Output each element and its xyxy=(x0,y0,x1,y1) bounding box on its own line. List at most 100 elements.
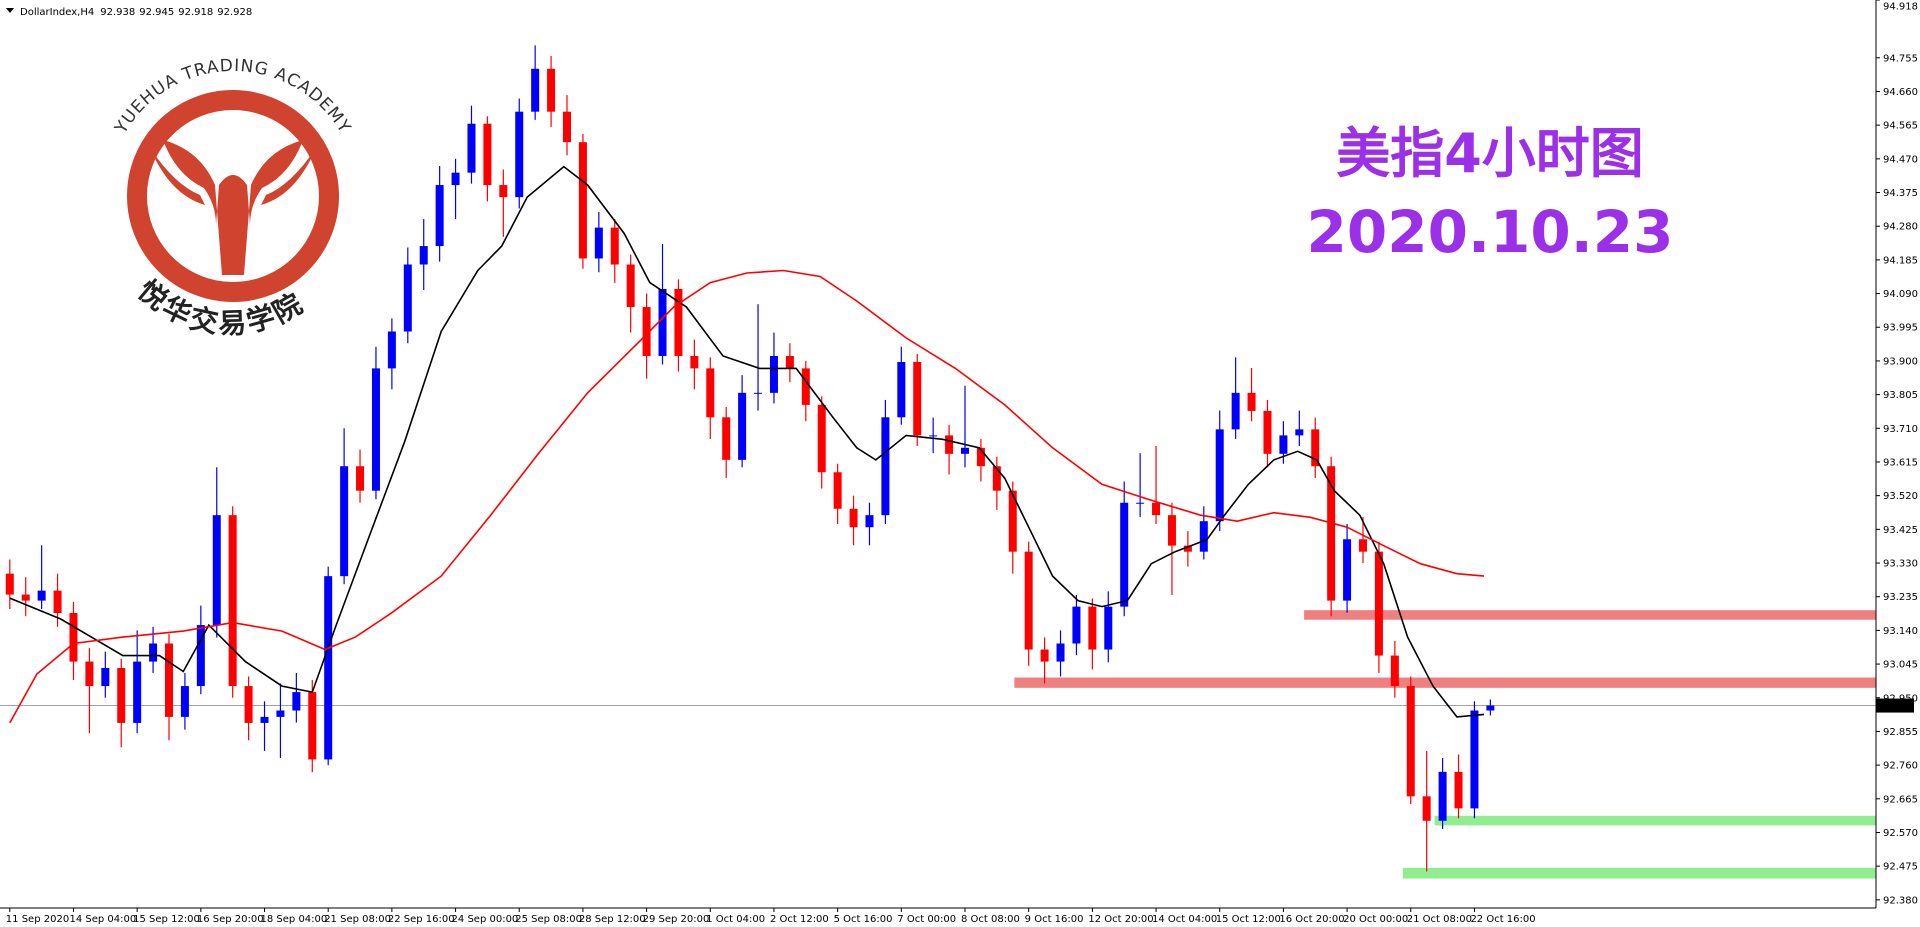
candle-body xyxy=(1486,705,1495,711)
candle-body xyxy=(865,515,874,528)
candle-body xyxy=(419,246,428,265)
candle-body xyxy=(913,361,922,436)
y-tick-label: 93.615 xyxy=(1883,457,1918,468)
candle-body xyxy=(1406,686,1415,797)
y-tick-label: 93.045 xyxy=(1883,660,1918,671)
zone xyxy=(1402,867,1876,879)
candle-body xyxy=(133,661,142,723)
x-tick-label: 25 Sep 08:00 xyxy=(515,914,582,925)
candle-body xyxy=(324,576,333,760)
candle-body xyxy=(690,355,699,369)
candle-body xyxy=(117,667,126,723)
candle-body xyxy=(547,68,556,112)
candle-body xyxy=(1247,392,1256,411)
candle-body xyxy=(37,590,46,601)
y-tick-label: 92.570 xyxy=(1883,828,1918,839)
y-tick-label: 93.900 xyxy=(1883,356,1918,367)
candle-body xyxy=(483,123,492,186)
x-tick-label: 22 Oct 16:00 xyxy=(1470,914,1535,925)
zone xyxy=(1434,815,1876,826)
y-tick-label: 92.475 xyxy=(1883,862,1918,873)
candle-body xyxy=(1167,515,1176,546)
candle-body xyxy=(371,368,380,491)
menu-arrow[interactable] xyxy=(6,8,14,13)
candle-body xyxy=(563,111,571,143)
y-tick-label: 93.330 xyxy=(1883,559,1918,570)
candle-body xyxy=(801,368,810,405)
candle-body xyxy=(515,111,524,198)
header: DollarIndex,H4 92.938 92.945 92.918 92.928 xyxy=(20,7,252,18)
header-value: 92.938 xyxy=(100,7,135,18)
moving-average xyxy=(9,165,1485,718)
candle-body xyxy=(21,594,30,601)
candle-body xyxy=(594,227,603,259)
x-tick-label: 11 Sep 2020 xyxy=(6,914,69,925)
candle-body xyxy=(276,710,285,717)
candle-body xyxy=(228,515,237,687)
candle-body xyxy=(69,613,78,662)
candle-body xyxy=(85,661,94,687)
candle-body xyxy=(769,355,778,393)
candle-body xyxy=(1120,502,1129,607)
x-tick-label: 2 Oct 12:00 xyxy=(770,914,829,925)
candle-body xyxy=(929,435,938,437)
candle-body xyxy=(165,643,173,717)
candle-body xyxy=(1040,649,1049,662)
y-tick-label: 94.280 xyxy=(1883,222,1918,233)
candle-body xyxy=(1056,643,1065,662)
candle-body xyxy=(499,185,508,198)
x-tick-label: 14 Oct 04:00 xyxy=(1152,914,1217,925)
candle-body xyxy=(1104,606,1113,650)
y-tick-label: 93.235 xyxy=(1883,592,1918,603)
header-value: 92.945 xyxy=(139,7,174,18)
y-tick-label: 94.185 xyxy=(1883,255,1918,266)
candle-body xyxy=(1311,429,1320,467)
candle-body xyxy=(1390,655,1399,687)
y-tick-label: 93.520 xyxy=(1883,491,1918,502)
candle-body xyxy=(945,435,954,454)
candle-body xyxy=(292,692,301,711)
x-tick-label: 7 Oct 00:00 xyxy=(897,914,956,925)
candle-body xyxy=(435,185,444,247)
x-tick-label: 22 Sep 16:00 xyxy=(388,914,455,925)
candle-body xyxy=(356,466,365,491)
logo-emblem xyxy=(163,140,303,275)
candle-body xyxy=(1454,771,1463,809)
zone xyxy=(1014,677,1876,688)
x-tick-label: 20 Oct 00:00 xyxy=(1343,914,1408,925)
candle-body xyxy=(897,361,906,418)
candle-body xyxy=(658,288,667,356)
y-tick-label: 94.375 xyxy=(1883,188,1918,199)
x-tick-label: 15 Sep 12:00 xyxy=(133,914,200,925)
candle-body xyxy=(1199,521,1208,552)
candle-body xyxy=(1438,771,1447,821)
x-tick-label: 21 Sep 08:00 xyxy=(324,914,391,925)
zone xyxy=(1304,610,1876,620)
x-tick-label: 9 Oct 16:00 xyxy=(1025,914,1084,925)
chart-title: 美指4小时图 xyxy=(1336,122,1644,185)
chart-subtitle: 2020.10.23 xyxy=(1307,198,1674,266)
candle-body xyxy=(626,264,635,308)
y-tick-label: 94.755 xyxy=(1883,53,1918,64)
candle-body xyxy=(340,466,349,577)
candle-body xyxy=(467,123,476,173)
x-tick-label: 24 Sep 00:00 xyxy=(452,914,519,925)
candle-body xyxy=(1359,539,1367,552)
candle-body xyxy=(1343,539,1352,601)
y-tick-label: 94.918 xyxy=(1883,2,1918,13)
price-label-box xyxy=(1876,698,1914,713)
candle-body xyxy=(754,392,763,394)
x-tick-label: 8 Oct 08:00 xyxy=(961,914,1020,925)
candle-body xyxy=(1072,606,1081,644)
x-tick-label: 16 Sep 20:00 xyxy=(197,914,264,925)
header-value: 92.918 xyxy=(178,7,213,18)
candle-body xyxy=(1215,429,1224,522)
candle-body xyxy=(785,355,794,369)
x-tick-label: 29 Sep 20:00 xyxy=(643,914,710,925)
candle-body xyxy=(1470,710,1479,809)
candle-body xyxy=(1024,551,1033,650)
candle-body xyxy=(531,68,540,112)
candle-body xyxy=(1279,435,1288,454)
